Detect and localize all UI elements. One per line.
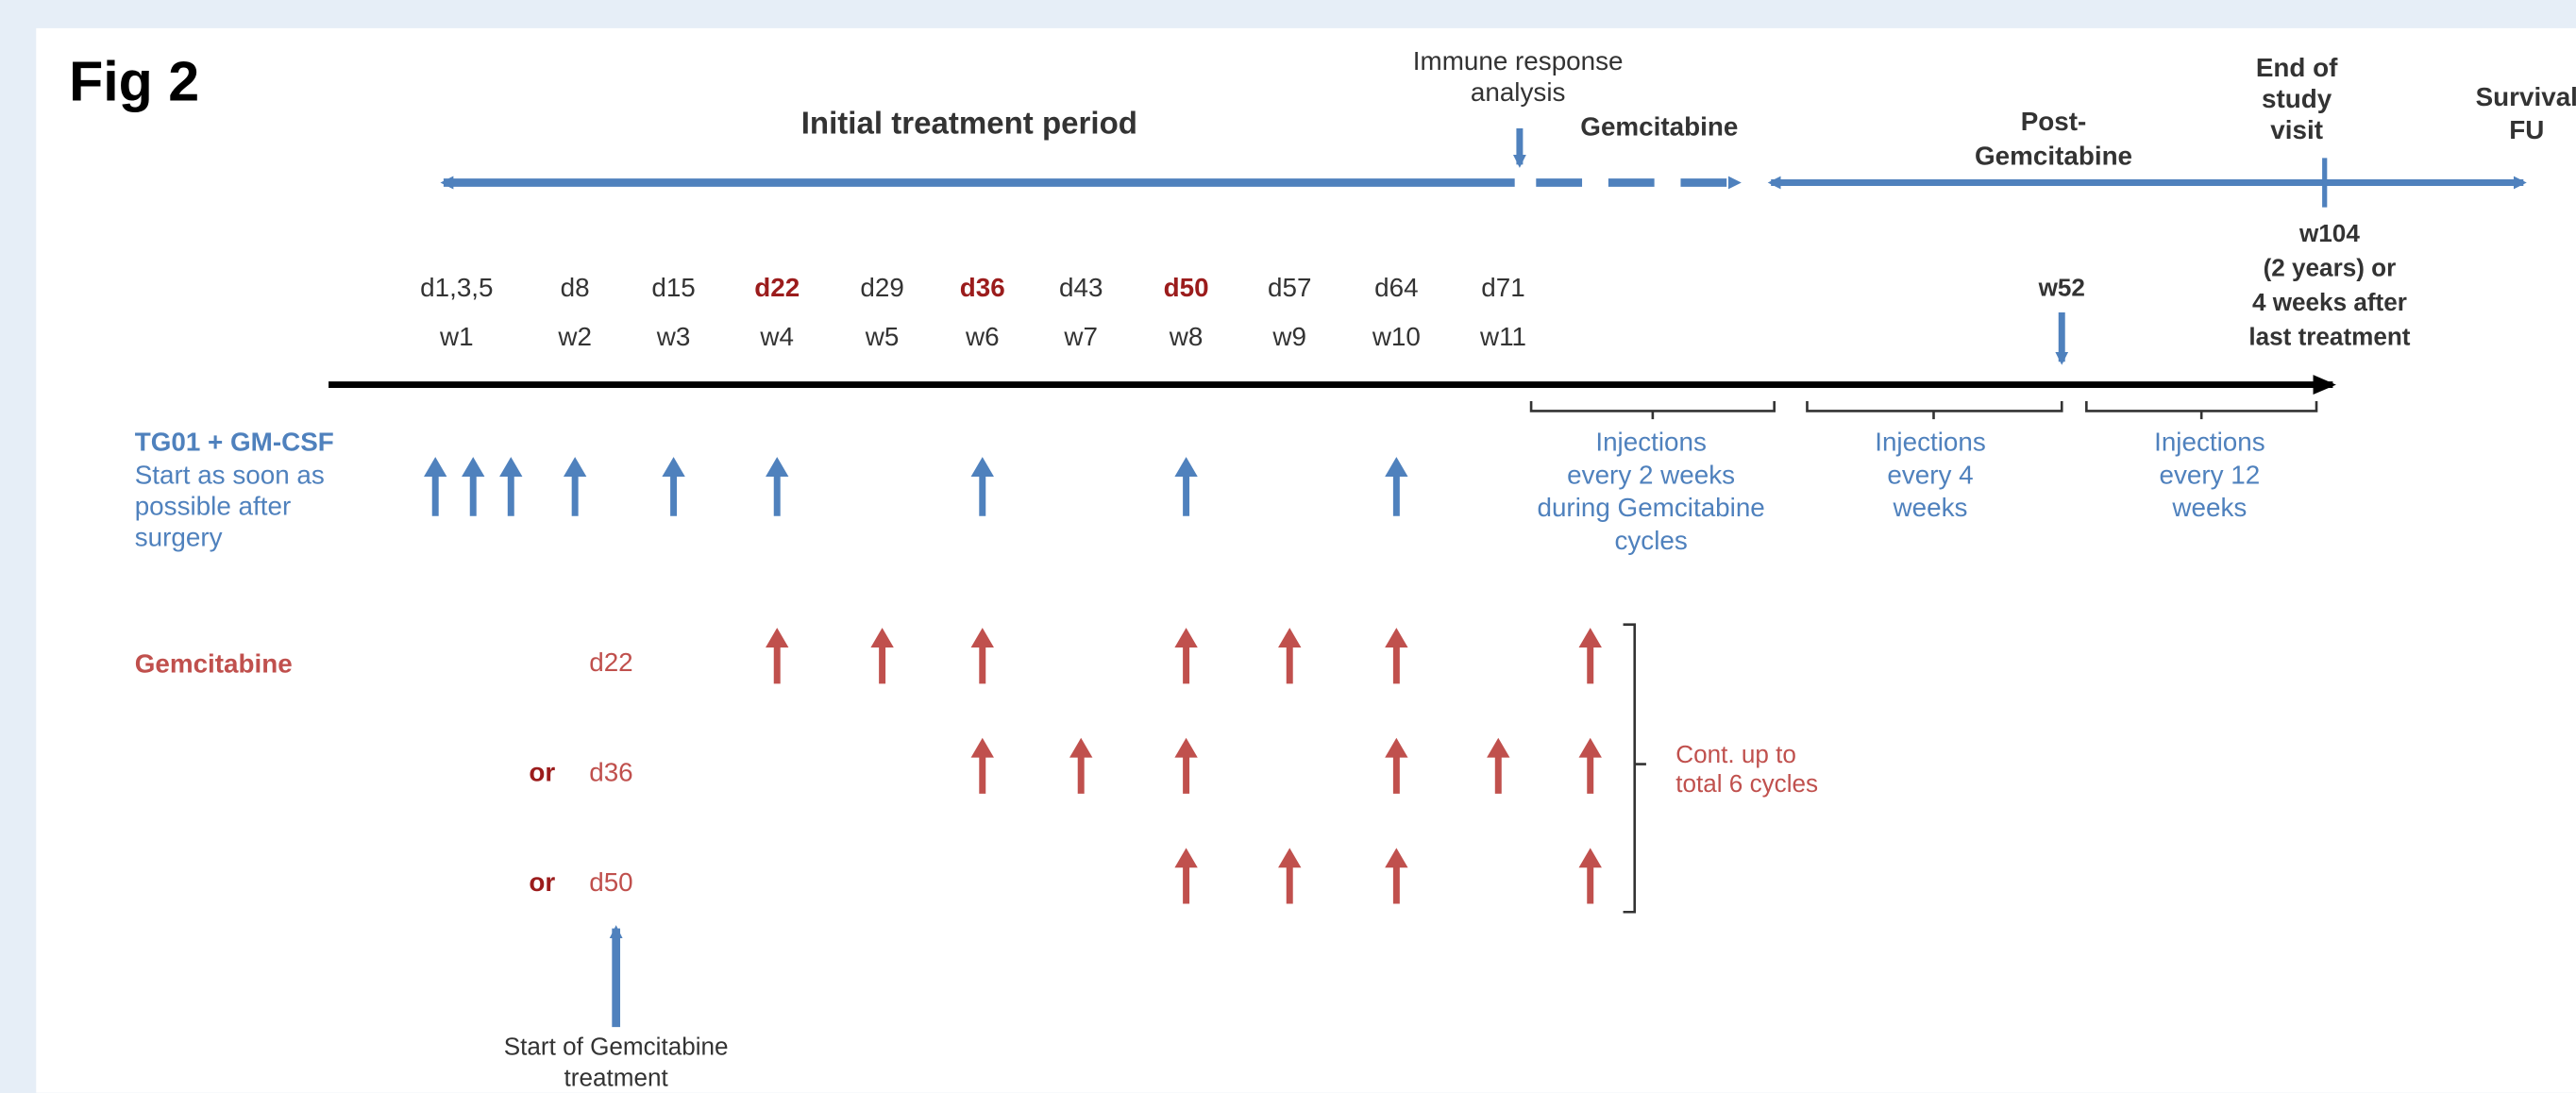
- post-gem-label: Post-: [2021, 107, 2087, 136]
- continuation-note: Cont. up to: [1675, 740, 1796, 768]
- day-label: d43: [1059, 273, 1103, 302]
- w104-label: (2 years) or: [2264, 254, 2397, 282]
- w104-label: 4 weeks after: [2252, 288, 2407, 316]
- gem-arrow-head: [766, 628, 789, 648]
- period-title: Initial treatment period: [801, 106, 1137, 141]
- tg01-note: Start as soon as: [135, 460, 325, 489]
- figure-label: Fig 2: [69, 49, 199, 112]
- gem-arrow-head: [1385, 628, 1408, 648]
- injection-note: Injections: [2154, 428, 2265, 457]
- immune-label: analysis: [1471, 77, 1566, 107]
- end-of-study: End of: [2256, 53, 2338, 82]
- continuation-note: total 6 cycles: [1675, 769, 1818, 798]
- tg01-arrow-head: [499, 457, 523, 478]
- immune-label: Immune response: [1413, 46, 1624, 76]
- day-label: d1,3,5: [420, 273, 493, 302]
- gem-arrow-head: [1278, 848, 1302, 868]
- gem-arrow-head: [1385, 737, 1408, 758]
- tg01-arrow-head: [563, 457, 587, 478]
- week-label: w1: [439, 322, 474, 351]
- week-label: w8: [1169, 322, 1204, 351]
- gem-day: d22: [589, 647, 632, 677]
- tg01-note: possible after: [135, 491, 292, 520]
- injection-note: cycles: [1614, 526, 1687, 555]
- gem-arrow-head: [1578, 737, 1602, 758]
- day-label: d29: [860, 273, 903, 302]
- week-label: w5: [865, 322, 900, 351]
- week-label: w2: [557, 322, 592, 351]
- w52-label: w52: [2038, 274, 2085, 302]
- post-gem-label: Gemcitabine: [1975, 142, 2132, 171]
- week-label: w3: [656, 322, 691, 351]
- tg01-arrow-head: [462, 457, 485, 478]
- tg01-arrow-head: [970, 457, 994, 478]
- gem-header: Gemcitabine: [1580, 111, 1738, 141]
- gem-arrow-head: [1385, 848, 1408, 868]
- week-label: w10: [1372, 322, 1421, 351]
- week-label: w7: [1063, 322, 1098, 351]
- gem-arrow-head: [1174, 737, 1198, 758]
- start-note: Start of Gemcitabine: [504, 1033, 729, 1061]
- gem-label: Gemcitabine: [135, 649, 293, 679]
- start-note: treatment: [564, 1064, 669, 1092]
- survival: Survival: [2476, 82, 2576, 111]
- gem-arrow-head: [1174, 848, 1198, 868]
- survival: FU: [2509, 115, 2544, 144]
- w104-label: w104: [2298, 219, 2360, 247]
- injection-note: weeks: [2171, 493, 2247, 522]
- w104-label: last treatment: [2248, 323, 2410, 351]
- injection-note: during Gemcitabine: [1537, 493, 1764, 522]
- gem-arrow-head: [1278, 628, 1302, 648]
- gem-day: d36: [589, 757, 632, 786]
- injection-note: Injections: [1595, 428, 1707, 457]
- day-label: d71: [1481, 273, 1524, 302]
- tg01-arrow-head: [1174, 457, 1198, 478]
- day-label: d64: [1374, 273, 1418, 302]
- injection-note: every 12: [2160, 460, 2261, 489]
- or-label: or: [529, 867, 555, 897]
- day-label: d36: [960, 273, 1005, 302]
- gem-arrow-head: [1578, 628, 1602, 648]
- day-label: d22: [754, 273, 800, 302]
- tg01-note: surgery: [135, 523, 223, 552]
- day-label: d15: [651, 273, 695, 302]
- gem-arrow-head: [970, 628, 994, 648]
- gem-arrow-head: [970, 737, 994, 758]
- injection-note: weeks: [1893, 493, 1968, 522]
- week-label: w4: [759, 322, 794, 351]
- tg01-title: TG01 + GM-CSF: [135, 428, 334, 457]
- injection-note: every 2 weeks: [1567, 460, 1735, 489]
- gem-arrow-head: [1069, 737, 1093, 758]
- day-label: d50: [1164, 273, 1209, 302]
- week-label: w9: [1271, 322, 1306, 351]
- tg01-arrow-head: [1385, 457, 1408, 478]
- tg01-arrow-head: [766, 457, 789, 478]
- week-label: w11: [1479, 322, 1526, 351]
- day-label: d57: [1268, 273, 1311, 302]
- injection-brackets: [1529, 400, 2318, 914]
- tg01-arrow-head: [662, 457, 685, 478]
- week-label: w6: [965, 322, 1000, 351]
- gem-arrow-head: [870, 628, 894, 648]
- injection-note: every 4: [1887, 460, 1973, 489]
- gem-arrow-head: [1578, 848, 1602, 868]
- injection-note: Injections: [1875, 428, 1986, 457]
- or-label: or: [529, 757, 555, 786]
- gem-arrow-head: [1174, 628, 1198, 648]
- day-label: d8: [561, 273, 590, 302]
- end-of-study: visit: [2270, 115, 2323, 144]
- end-of-study: study: [2262, 84, 2332, 113]
- panel: [36, 27, 2576, 1093]
- gem-arrow-head: [1487, 737, 1510, 758]
- tg01-arrow-head: [424, 457, 447, 478]
- gem-day: d50: [589, 867, 632, 897]
